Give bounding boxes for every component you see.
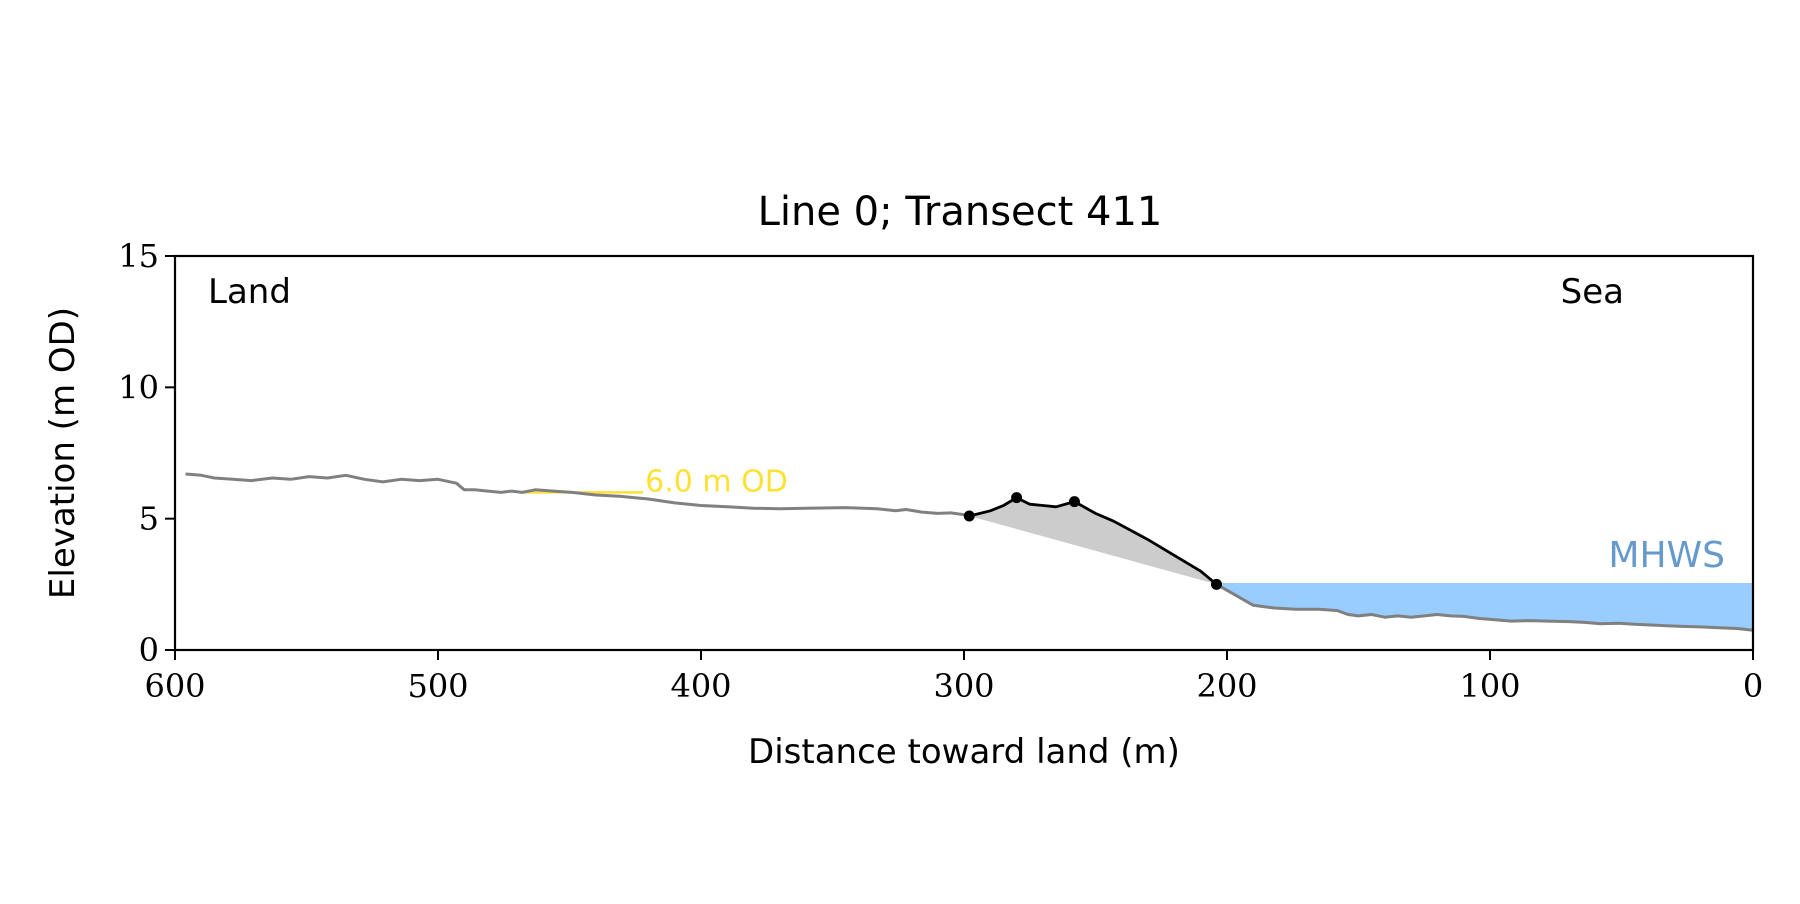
profile-line-sea (1215, 582, 1754, 632)
feature-area (969, 497, 1217, 585)
x-tick-label: 0 (1743, 667, 1763, 705)
y-tick-label: 15 (118, 237, 159, 275)
y-axis: 0 5 10 15 (118, 237, 175, 669)
water-level-label: MHWS (1608, 535, 1725, 576)
x-tick-label: 600 (144, 667, 205, 705)
y-axis-label: Elevation (m OD) (43, 307, 83, 599)
x-tick-label: 300 (933, 667, 994, 705)
y-tick-label: 10 (118, 368, 159, 406)
x-tick-label: 500 (407, 667, 468, 705)
profile-line-land (185, 472, 965, 517)
feature-point (1011, 492, 1023, 504)
points-layer (963, 492, 1222, 590)
feature-point (1068, 496, 1080, 508)
x-axis-label: Distance toward land (m) (748, 732, 1180, 772)
x-tick-label: 100 (1459, 667, 1520, 705)
sea-label: Sea (1561, 272, 1624, 312)
chart-title: Line 0; Transect 411 (758, 189, 1163, 235)
feature-line (968, 496, 1218, 586)
x-tick-label: 400 (670, 667, 731, 705)
x-axis: 600 500 400 300 200 100 0 (144, 650, 1763, 705)
feature-point (963, 510, 975, 522)
fills-layer (969, 497, 1753, 631)
lines-layer (185, 472, 1754, 632)
reference-line-label: 6.0 m OD (645, 464, 788, 499)
land-label: Land (208, 272, 291, 312)
feature-point (1210, 578, 1222, 590)
y-tick-label: 5 (139, 500, 159, 538)
x-tick-label: 200 (1196, 667, 1257, 705)
y-tick-label: 0 (139, 631, 159, 669)
water-area (1216, 583, 1753, 631)
